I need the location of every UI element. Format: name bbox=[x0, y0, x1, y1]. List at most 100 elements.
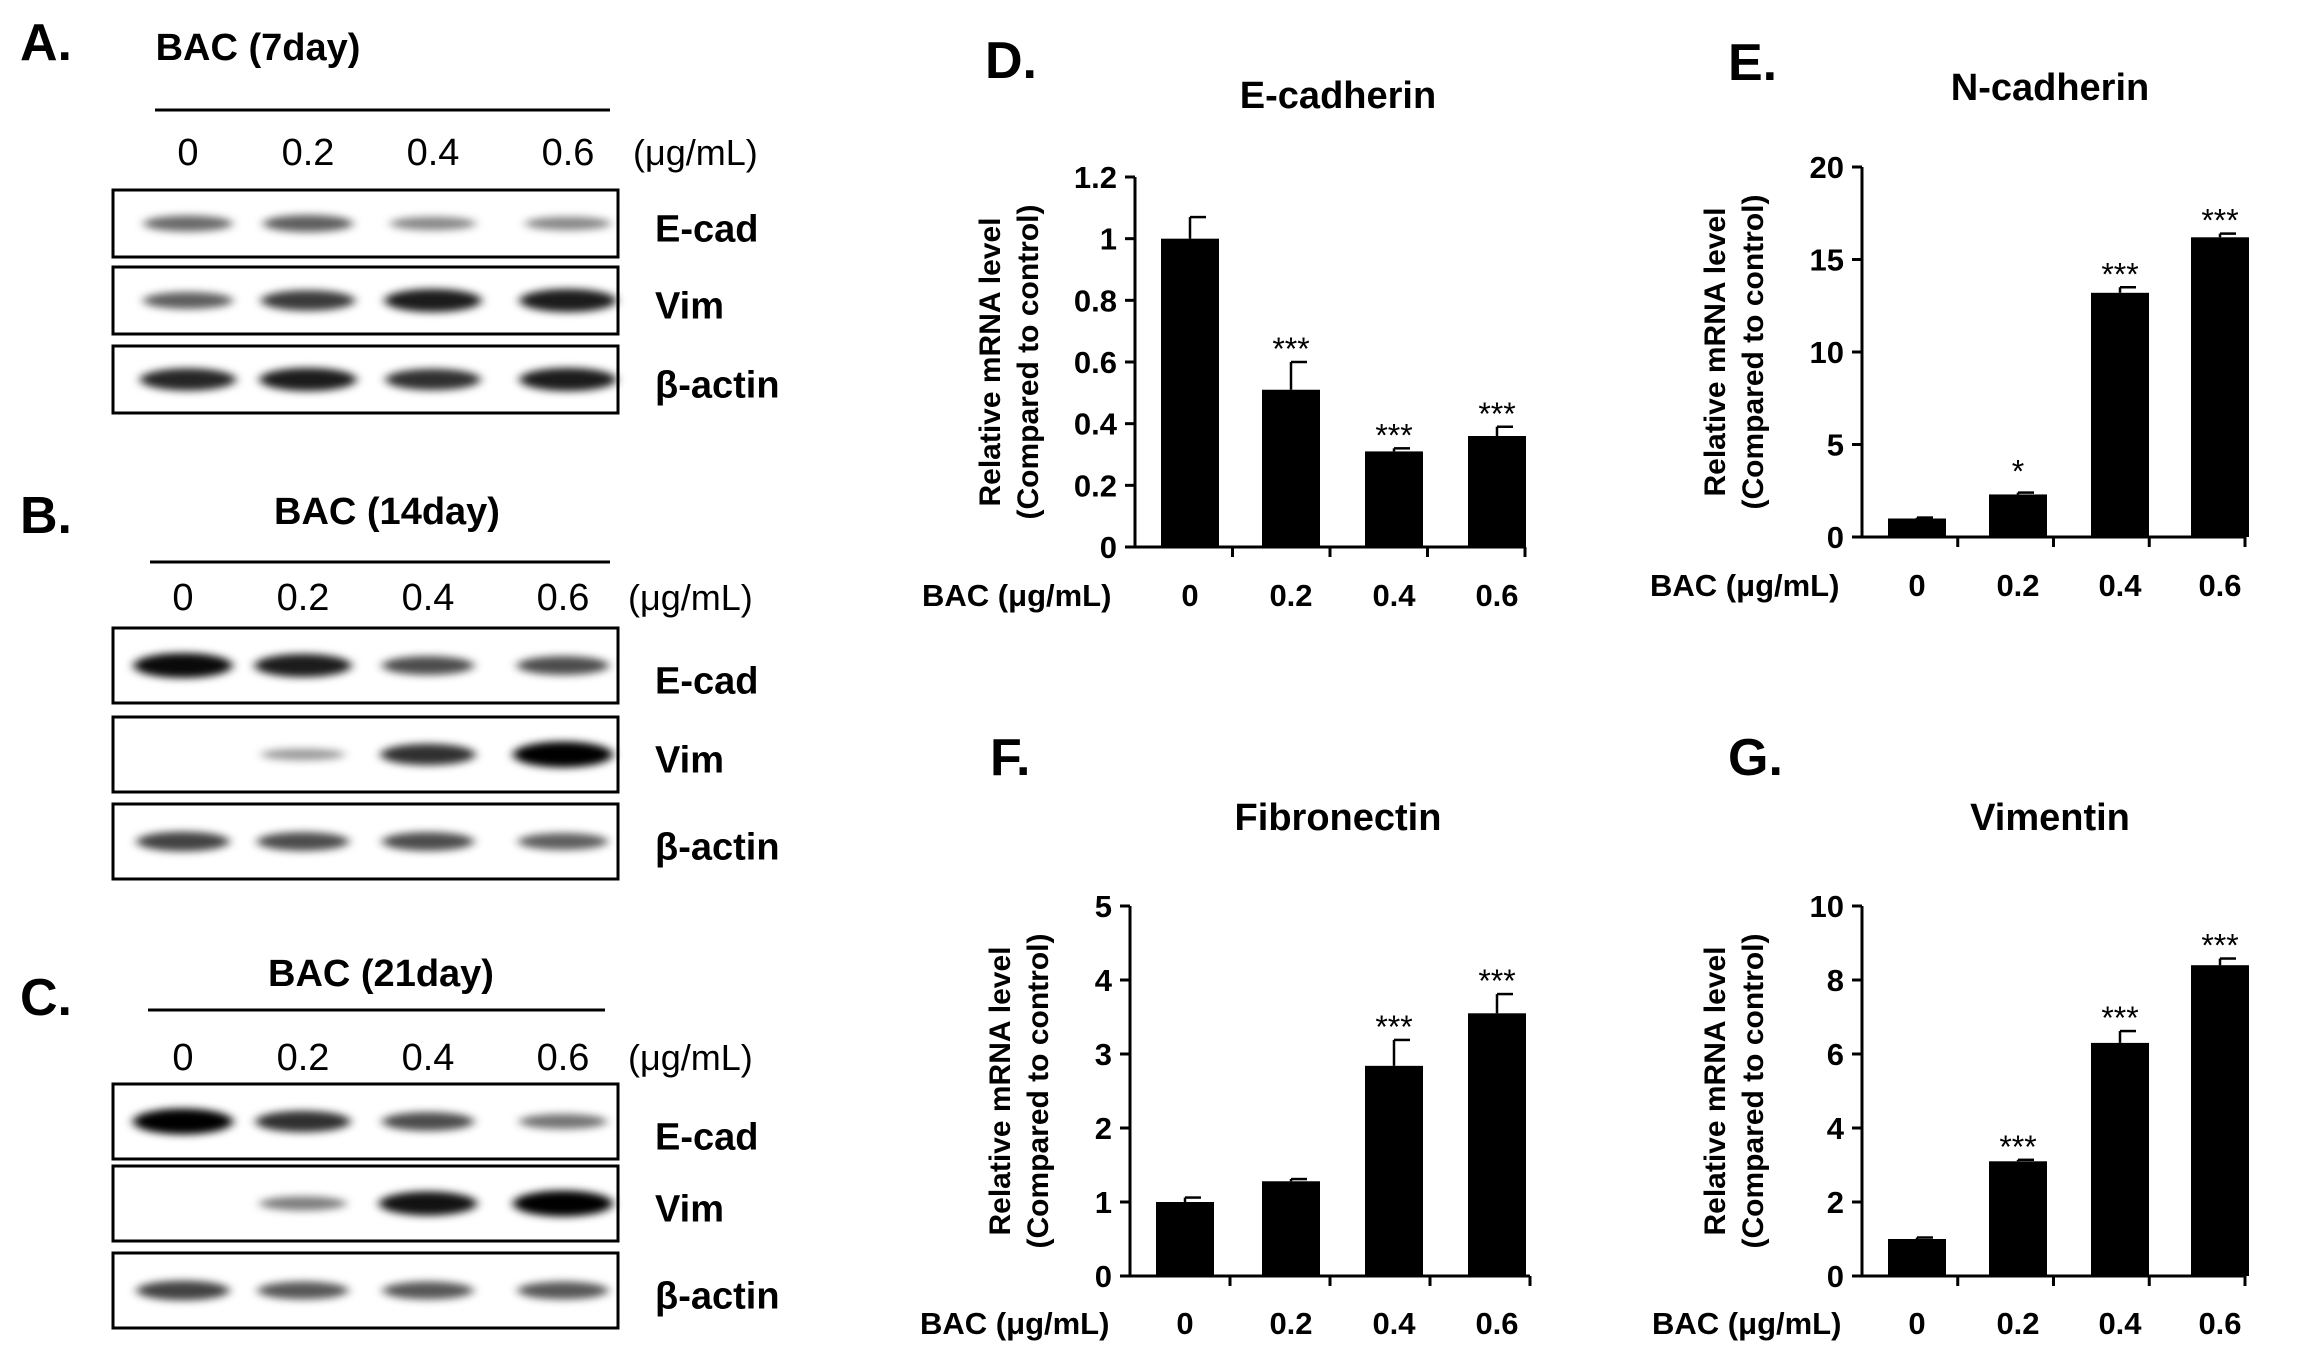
x-tick-label: 0.4 bbox=[2098, 1306, 2142, 1341]
protein-band bbox=[140, 368, 236, 391]
protein-band bbox=[255, 1110, 351, 1133]
y-tick-label: 4 bbox=[1095, 963, 1113, 998]
x-tick-label: 0.2 bbox=[1269, 1306, 1312, 1341]
y-tick-label: 0.4 bbox=[1074, 407, 1118, 442]
protein-band bbox=[136, 1280, 230, 1301]
lane-label: 0 bbox=[172, 1037, 193, 1079]
y-tick-label: 6 bbox=[1827, 1037, 1844, 1072]
protein-band bbox=[259, 1196, 347, 1211]
y-tick-label: 5 bbox=[1827, 428, 1844, 463]
panel-letter: G. bbox=[1728, 729, 1783, 787]
blot-strip bbox=[111, 188, 620, 259]
protein-band bbox=[525, 216, 611, 231]
row-label: Vim bbox=[655, 1189, 724, 1231]
significance-marker: *** bbox=[2101, 256, 2138, 292]
x-tick-label: 0.6 bbox=[2198, 568, 2241, 603]
row-label: β-actin bbox=[655, 1276, 780, 1318]
protein-band bbox=[384, 288, 482, 313]
protein-band bbox=[517, 656, 609, 675]
blot-strip bbox=[111, 344, 620, 415]
protein-band bbox=[519, 288, 617, 313]
y-axis-label: Relative mRNA level bbox=[984, 946, 1017, 1235]
x-tick-label: 0.4 bbox=[1372, 578, 1416, 613]
lane-label: 0.2 bbox=[277, 577, 330, 619]
protein-band bbox=[513, 741, 613, 768]
x-tick-label: 0.6 bbox=[1475, 1306, 1518, 1341]
panel-letter: E. bbox=[1728, 34, 1777, 92]
y-tick-label: 5 bbox=[1095, 889, 1112, 924]
y-tick-label: 0 bbox=[1100, 530, 1117, 565]
significance-marker: *** bbox=[1272, 331, 1309, 367]
row-label: Vim bbox=[655, 740, 724, 782]
panel-letter: A. bbox=[20, 14, 72, 72]
blot-title: BAC (14day) bbox=[274, 491, 500, 533]
x-tick-label: 0 bbox=[1908, 568, 1925, 603]
x-axis-label: BAC (μg/mL) bbox=[1652, 1306, 1841, 1341]
protein-band bbox=[263, 215, 353, 232]
lane-label: 0.2 bbox=[277, 1037, 330, 1079]
x-tick-label: 0.6 bbox=[1475, 578, 1518, 613]
protein-band bbox=[517, 1281, 609, 1300]
unit-label: (μg/mL) bbox=[628, 577, 753, 618]
protein-band bbox=[136, 831, 230, 852]
bar bbox=[2191, 965, 2249, 1276]
protein-band bbox=[519, 367, 617, 392]
panel-letter: C. bbox=[20, 969, 72, 1027]
row-label: β-actin bbox=[655, 827, 780, 869]
blot-strip bbox=[111, 626, 620, 705]
western-blot-panel-3: C. BAC (21day) 0 0.2 0.4 0.6 (μg/mL) E-cad Vim β-… bbox=[20, 953, 780, 1330]
protein-band bbox=[143, 215, 233, 232]
y-tick-label: 0.2 bbox=[1074, 468, 1117, 503]
y-tick-label: 0 bbox=[1095, 1259, 1112, 1294]
significance-marker: *** bbox=[1999, 1129, 2036, 1165]
x-axis-label: BAC (μg/mL) bbox=[1650, 568, 1839, 603]
x-tick-label: 0.2 bbox=[1996, 1306, 2039, 1341]
x-tick-label: 0 bbox=[1176, 1306, 1193, 1341]
protein-band bbox=[133, 652, 233, 679]
x-axis-label: BAC (μg/mL) bbox=[920, 1306, 1109, 1341]
lane-label: 0 bbox=[177, 132, 198, 174]
y-tick-label: 2 bbox=[1827, 1185, 1844, 1220]
y-axis-label: (Compared to control) bbox=[1737, 195, 1770, 510]
protein-band bbox=[518, 833, 608, 850]
bar bbox=[1989, 494, 2047, 537]
y-tick-label: 1 bbox=[1100, 222, 1117, 257]
protein-band bbox=[519, 1113, 607, 1130]
bar-charts: D. E-cadherin 0 0.2 0.4 0.6 0.8 1 1.2 0 *** 0.2 *** 0… bbox=[920, 32, 2249, 1341]
lane-label: 0.6 bbox=[537, 577, 590, 619]
bar bbox=[1989, 1161, 2047, 1276]
bar-chart-n-cadherin: E. N-cadherin 0 5 10 15 20 0 * 0.2 *** 0.4 *** 0.6 BAC… bbox=[1650, 34, 2249, 603]
western-blots: A. BAC (7day) 0 0.2 0.4 0.6 (μg/mL) E-cad Vim β-a… bbox=[20, 14, 780, 1330]
protein-band bbox=[143, 292, 233, 309]
bar bbox=[1365, 1065, 1423, 1276]
blot-title: BAC (21day) bbox=[268, 953, 494, 995]
lane-label: 0 bbox=[172, 577, 193, 619]
lane-label: 0.4 bbox=[402, 1037, 455, 1079]
y-tick-label: 4 bbox=[1827, 1111, 1845, 1146]
blot-strip bbox=[111, 1251, 620, 1330]
row-label: E-cad bbox=[655, 661, 758, 703]
row-label: Vim bbox=[655, 286, 724, 328]
y-axis-label: (Compared to control) bbox=[1012, 205, 1045, 520]
y-tick-label: 0.8 bbox=[1074, 283, 1117, 318]
y-tick-label: 0 bbox=[1827, 520, 1844, 555]
protein-band bbox=[380, 743, 476, 766]
y-tick-label: 0.6 bbox=[1074, 345, 1117, 380]
lane-label: 0.4 bbox=[402, 577, 455, 619]
bar bbox=[1262, 389, 1320, 547]
protein-band bbox=[133, 1108, 233, 1135]
panel-letter: F. bbox=[990, 729, 1030, 787]
y-axis-label: Relative mRNA level bbox=[974, 217, 1007, 506]
blot-strip bbox=[111, 802, 620, 881]
protein-band bbox=[259, 367, 357, 392]
y-tick-label: 10 bbox=[1810, 889, 1844, 924]
y-tick-label: 1.2 bbox=[1074, 160, 1117, 195]
unit-label: (μg/mL) bbox=[633, 132, 758, 173]
significance-marker: *** bbox=[1478, 396, 1515, 432]
x-tick-label: 0.6 bbox=[2198, 1306, 2241, 1341]
bar bbox=[2091, 292, 2149, 537]
protein-band bbox=[390, 216, 476, 231]
chart-title: N-cadherin bbox=[1951, 67, 2149, 109]
bar bbox=[1888, 1239, 1946, 1276]
protein-band bbox=[261, 748, 345, 761]
